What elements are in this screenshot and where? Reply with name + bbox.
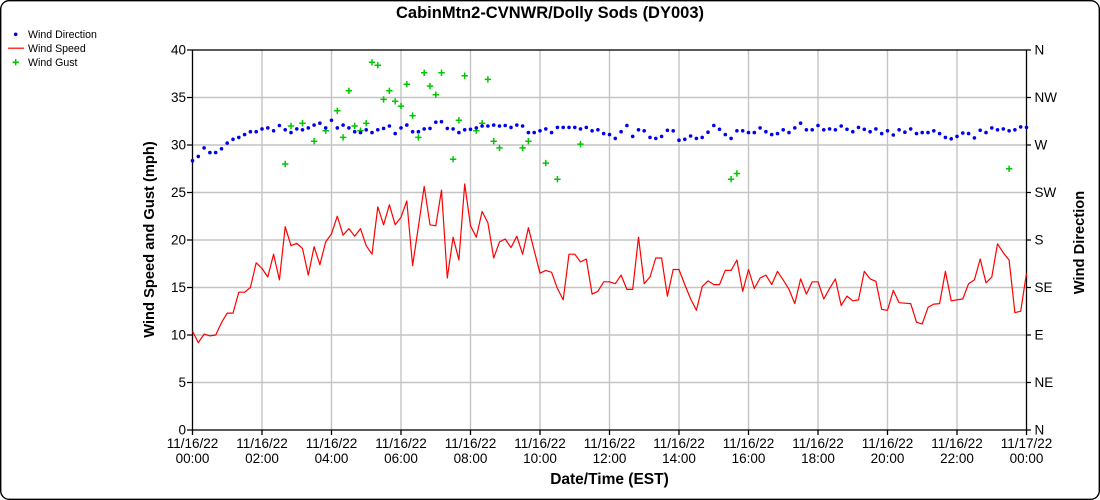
svg-text:35: 35	[171, 90, 186, 105]
svg-text:30: 30	[171, 138, 186, 153]
svg-text:11/16/22: 11/16/22	[375, 436, 427, 451]
svg-text:0: 0	[178, 423, 186, 438]
svg-text:10:00: 10:00	[523, 451, 557, 466]
svg-text:Wind Gust: Wind Gust	[28, 57, 78, 69]
svg-text:15: 15	[171, 280, 186, 295]
svg-text:Date/Time (EST): Date/Time (EST)	[550, 471, 669, 488]
svg-text:SW: SW	[1035, 185, 1057, 200]
svg-text:02:00: 02:00	[245, 451, 279, 466]
svg-text:11/16/22: 11/16/22	[584, 436, 636, 451]
svg-text:11/16/22: 11/16/22	[862, 436, 914, 451]
svg-text:N: N	[1035, 423, 1045, 438]
svg-text:04:00: 04:00	[315, 451, 349, 466]
svg-text:40: 40	[171, 43, 186, 58]
svg-text:NE: NE	[1035, 375, 1054, 390]
svg-text:12:00: 12:00	[593, 451, 627, 466]
svg-text:Wind Direction: Wind Direction	[28, 29, 97, 41]
svg-text:25: 25	[171, 185, 186, 200]
svg-text:11/16/22: 11/16/22	[167, 436, 219, 451]
svg-text:11/16/22: 11/16/22	[653, 436, 705, 451]
svg-text:Wind Speed and Gust (mph): Wind Speed and Gust (mph)	[142, 141, 158, 338]
svg-text:Wind Speed: Wind Speed	[28, 43, 86, 55]
svg-text:11/17/22: 11/17/22	[1001, 436, 1053, 451]
svg-text:08:00: 08:00	[454, 451, 488, 466]
svg-text:E: E	[1035, 328, 1044, 343]
svg-text:5: 5	[178, 375, 186, 390]
svg-text:11/16/22: 11/16/22	[236, 436, 288, 451]
svg-text:00:00: 00:00	[1010, 451, 1044, 466]
svg-text:22:00: 22:00	[940, 451, 974, 466]
svg-text:11/16/22: 11/16/22	[792, 436, 844, 451]
svg-text:20: 20	[171, 233, 186, 248]
svg-text:20:00: 20:00	[871, 451, 905, 466]
svg-text:11/16/22: 11/16/22	[931, 436, 983, 451]
svg-text:S: S	[1035, 233, 1044, 248]
svg-text:N: N	[1035, 43, 1045, 58]
svg-text:16:00: 16:00	[732, 451, 766, 466]
svg-text:W: W	[1035, 138, 1048, 153]
svg-text:18:00: 18:00	[801, 451, 835, 466]
svg-text:11/16/22: 11/16/22	[445, 436, 497, 451]
svg-text:06:00: 06:00	[384, 451, 418, 466]
svg-text:SE: SE	[1035, 280, 1053, 295]
svg-text:11/16/22: 11/16/22	[723, 436, 775, 451]
svg-text:11/16/22: 11/16/22	[306, 436, 358, 451]
svg-text:NW: NW	[1035, 90, 1058, 105]
svg-text:11/16/22: 11/16/22	[514, 436, 566, 451]
svg-text:00:00: 00:00	[176, 451, 210, 466]
svg-text:Wind Direction: Wind Direction	[1072, 191, 1088, 295]
svg-text:10: 10	[171, 328, 186, 343]
svg-text:CabinMtn2-CVNWR/Dolly Sods (DY: CabinMtn2-CVNWR/Dolly Sods (DY003)	[396, 4, 704, 22]
svg-text:14:00: 14:00	[662, 451, 696, 466]
